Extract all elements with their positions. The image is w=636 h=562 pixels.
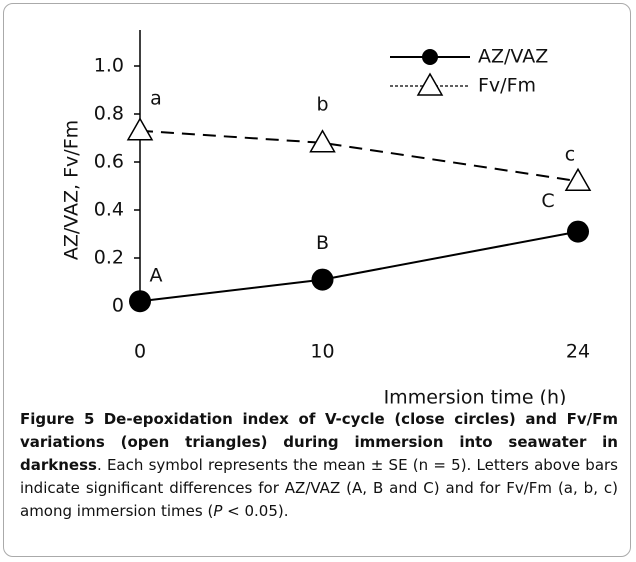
point-label: c bbox=[565, 144, 575, 166]
y-tick-label: 0 bbox=[112, 295, 124, 317]
data-point bbox=[567, 220, 589, 243]
point-label: B bbox=[316, 232, 329, 254]
point-label: C bbox=[541, 190, 554, 212]
y-tick-label: 0.8 bbox=[94, 103, 124, 125]
y-tick-label: 1.0 bbox=[94, 55, 124, 77]
x-tick-label: 24 bbox=[566, 341, 590, 363]
point-label: A bbox=[150, 265, 163, 287]
data-point bbox=[309, 129, 336, 153]
y-axis-label: AZ/VAZ, Fv/Fm bbox=[61, 120, 83, 260]
caption-text: P bbox=[213, 502, 223, 520]
y-tick-label: 0.2 bbox=[94, 247, 124, 269]
x-tick-label: 10 bbox=[310, 341, 334, 363]
point-label: b bbox=[316, 93, 328, 115]
caption-text: . Each symbol represents the mean ± SE (… bbox=[20, 456, 618, 520]
caption-label: Figure 5 bbox=[20, 410, 95, 428]
x-axis-label: Immersion time (h) bbox=[384, 387, 567, 406]
y-tick-label: 0.6 bbox=[94, 151, 124, 173]
legend-label: Fv/Fm bbox=[478, 75, 536, 97]
figure-frame bbox=[3, 3, 631, 557]
legend-marker bbox=[422, 49, 438, 65]
point-label: a bbox=[150, 87, 162, 109]
series-line bbox=[139, 230, 579, 303]
y-tick-label: 0.4 bbox=[94, 199, 124, 221]
legend-marker bbox=[416, 72, 444, 96]
caption-text: < 0.05). bbox=[222, 502, 289, 520]
data-point bbox=[311, 268, 334, 291]
chart: Immersion time (h) AZ/VAZ, Fv/Fm 0 0.2 0.4… bbox=[61, 30, 592, 406]
data-point bbox=[126, 117, 154, 141]
series-line bbox=[139, 129, 579, 183]
caption: Figure 5 De-epoxidation index of V-cycle… bbox=[20, 408, 618, 523]
legend-label: AZ/VAZ bbox=[478, 46, 548, 68]
data-point bbox=[129, 290, 151, 313]
data-point bbox=[564, 167, 592, 191]
x-tick-label: 0 bbox=[134, 341, 146, 363]
caption-title: De-epoxidation index of V-cycle (close c… bbox=[20, 410, 618, 474]
